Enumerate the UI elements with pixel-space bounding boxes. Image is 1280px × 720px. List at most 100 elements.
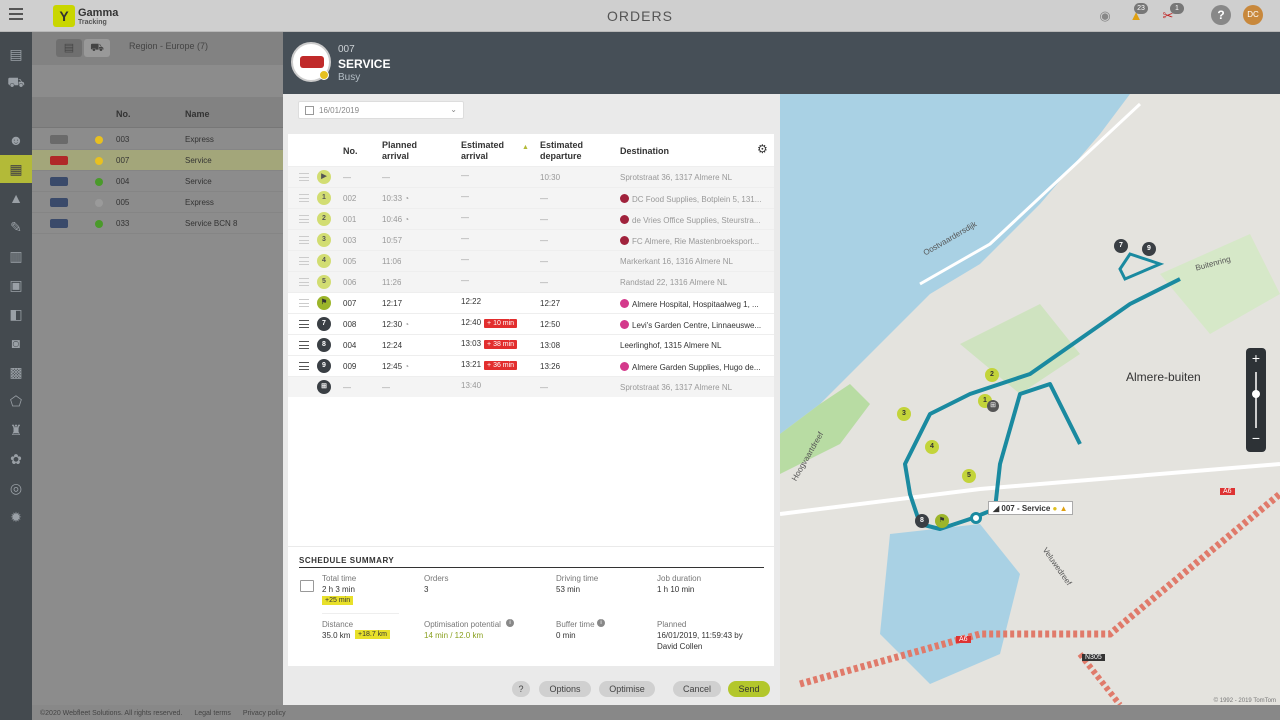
list-item[interactable]: 004 Service <box>32 171 283 192</box>
avatar[interactable]: DC <box>1243 5 1263 25</box>
zoom-slider-handle[interactable] <box>1252 390 1260 398</box>
target-icon[interactable]: ◎ <box>9 480 23 496</box>
map-marker-end[interactable]: ⊞ <box>987 400 999 412</box>
list-view-icon[interactable]: ▤ <box>56 39 82 57</box>
drag-handle-icon[interactable] <box>299 173 309 181</box>
gear-icon[interactable]: ⚙ <box>757 142 768 156</box>
table-row[interactable]: ⚑ 007 12:17 12:22 12:27 Almere Hospital, Hosp… <box>288 292 774 313</box>
zoom-in-button[interactable]: + <box>1251 350 1261 366</box>
vehicle-icon[interactable]: ⛟ <box>7 74 25 90</box>
table-row[interactable]: 5 006 11:26 — — Randstad 22, 1316 Almere NL <box>288 271 774 292</box>
list-item[interactable]: 033 Service BCN 8 <box>32 213 283 234</box>
list-item[interactable]: 007 Service <box>32 150 283 171</box>
map-marker-7[interactable]: 7 <box>1114 239 1128 253</box>
list-item[interactable]: 003 Express <box>32 129 283 150</box>
van-icon <box>300 56 324 68</box>
drag-handle-icon[interactable] <box>299 362 309 370</box>
column-name[interactable]: Name <box>185 109 210 119</box>
optimise-button[interactable]: Optimise <box>599 681 655 697</box>
chat-icon[interactable]: ◉ <box>1099 8 1111 23</box>
drag-handle-icon[interactable] <box>299 278 309 286</box>
region-selector[interactable]: Region - Europe (7) <box>129 41 209 51</box>
area-icon[interactable]: ⬠ <box>9 393 23 409</box>
cell-departure: — <box>540 383 548 392</box>
document-icon[interactable]: ▣ <box>9 277 23 293</box>
send-button[interactable]: Send <box>728 681 770 697</box>
camera-icon[interactable]: ◙ <box>11 335 21 351</box>
drag-handle-icon[interactable] <box>299 341 309 349</box>
drag-handle-icon[interactable] <box>299 299 309 307</box>
chart-icon[interactable]: ▥ <box>9 248 23 264</box>
table-row[interactable]: 9 009 12:45 ◔ 13:21 + 36 min 13:26 Almere Gard… <box>288 355 774 376</box>
table-row[interactable]: 2 001 10:46 ◔ — — de Vries Office Supplies, S… <box>288 208 774 229</box>
vehicle-name: Express <box>185 135 214 144</box>
zoom-out-button[interactable]: − <box>1251 430 1261 446</box>
th-estimated-departure[interactable]: Estimated departure <box>540 140 584 161</box>
map-marker-8[interactable]: 8 <box>915 514 929 528</box>
drag-handle-icon[interactable] <box>299 236 309 244</box>
map-marker-2[interactable]: 2 <box>985 368 999 382</box>
th-destination[interactable]: Destination <box>620 146 670 156</box>
sort-asc-icon: ▲ <box>522 144 529 151</box>
help-button[interactable]: ? <box>512 681 530 697</box>
info-icon[interactable]: i <box>597 619 605 627</box>
drag-handle-icon[interactable] <box>299 194 309 202</box>
privacy-policy-link[interactable]: Privacy policy <box>242 710 286 717</box>
people-icon[interactable]: ☻ <box>8 132 24 148</box>
help-icon[interactable]: ? <box>1211 5 1231 25</box>
cell-departure: 13:08 <box>540 341 561 350</box>
clock-icon: ◔ <box>404 215 410 224</box>
table-row[interactable]: 4 005 11:06 — — Markerkant 16, 1316 Almere NL <box>288 250 774 271</box>
stop-marker: 2 <box>317 212 331 226</box>
route-line[interactable] <box>1118 252 1165 281</box>
vehicle-position-icon[interactable] <box>970 512 982 524</box>
th-planned-arrival[interactable]: Planned arrival <box>382 140 418 161</box>
th-no[interactable]: No. <box>343 146 358 156</box>
drag-handle-icon[interactable] <box>299 257 309 265</box>
integration-icon[interactable]: ✿ <box>10 451 22 467</box>
vehicle-view-icon[interactable]: ⛟ <box>84 39 110 57</box>
map-marker-4[interactable]: 4 <box>925 440 939 454</box>
table-row[interactable]: ⊞ — — 13:40 — Sprotstraat 36, 1317 Almere NL <box>288 376 774 397</box>
van-icon <box>50 135 68 144</box>
legal-terms-link[interactable]: Legal terms <box>194 710 231 717</box>
vehicle-tag[interactable]: ◢ 007 - Service ● ▲ <box>988 501 1073 515</box>
table-row[interactable]: 1 002 10:33 ◔ — — DC Food Supplies, Botplein … <box>288 187 774 208</box>
alert-icon[interactable]: ▲ <box>9 190 23 206</box>
map-canvas[interactable] <box>780 94 1280 705</box>
orders-icon[interactable]: ▦ <box>0 155 32 183</box>
drag-handle-icon[interactable] <box>299 215 309 223</box>
route-map[interactable]: 2 1 3 4 5 7 9 8 ⚑ ⊞ ◢ 007 - Service ● ▲ … <box>780 94 1280 705</box>
map-marker-current[interactable]: ⚑ <box>935 514 949 528</box>
cancel-button[interactable]: Cancel <box>673 681 721 697</box>
table-row[interactable]: 8 004 12:24 13:03 + 38 min 13:08 Leerlinghof, … <box>288 334 774 355</box>
wrench-icon[interactable]: ✎ <box>10 219 22 235</box>
truck-icon[interactable]: ◧ <box>9 306 23 322</box>
list-item[interactable]: 005 Express <box>32 192 283 213</box>
table-row[interactable]: 7 008 12:30 ◔ 12:40 + 10 min 12:50 Levi's Gard… <box>288 313 774 334</box>
options-button[interactable]: Options <box>539 681 591 697</box>
map-marker-5[interactable]: 5 <box>962 469 976 483</box>
zoom-control: + − <box>1246 348 1266 452</box>
map-marker-3[interactable]: 3 <box>897 407 911 421</box>
driving-value: 53 min <box>556 585 581 594</box>
drag-handle-icon[interactable] <box>299 320 309 328</box>
summary-title: SCHEDULE SUMMARY <box>299 556 395 565</box>
table-row[interactable]: ▶ — — — 10:30 Sprotstraat 36, 1317 Almere NL <box>288 166 774 187</box>
table-row[interactable]: 3 003 10:57 — — FC Almere, Rie Mastenbroekspo… <box>288 229 774 250</box>
zoom-slider-track[interactable] <box>1255 372 1257 428</box>
tools-icon[interactable]: ✂ <box>1162 8 1174 23</box>
info-icon[interactable]: i <box>506 619 514 627</box>
settings-icon[interactable]: ✹ <box>10 509 22 525</box>
date-picker[interactable]: 16/01/2019 ⌄ <box>298 101 464 119</box>
menu-icon[interactable] <box>9 8 23 22</box>
building-icon[interactable]: ▩ <box>9 364 23 380</box>
planned-by: David Collen <box>657 642 703 651</box>
map-marker-9[interactable]: 9 <box>1142 242 1156 256</box>
map-icon[interactable]: ▤ <box>9 46 23 62</box>
map-label-a6: A6 <box>956 636 971 643</box>
column-no[interactable]: No. <box>116 109 131 119</box>
driver-icon[interactable]: ♜ <box>9 422 23 438</box>
destination-type-icon <box>620 215 629 224</box>
th-estimated-arrival[interactable]: Estimated arrival <box>461 140 505 161</box>
